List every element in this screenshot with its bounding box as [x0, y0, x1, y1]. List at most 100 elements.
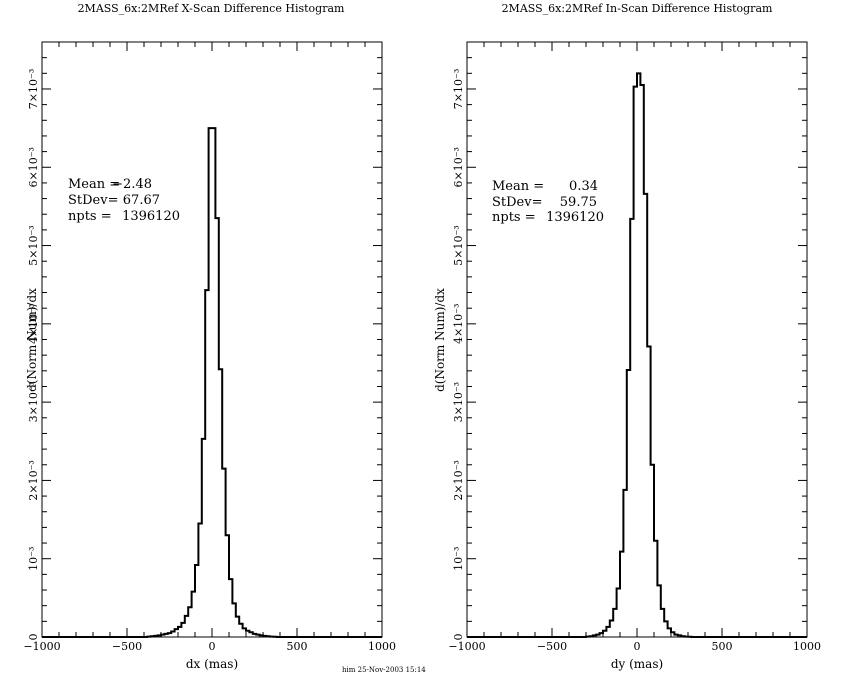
histogram-bin	[600, 633, 603, 637]
y-tick-label: 2×10⁻³	[452, 460, 465, 500]
stdev-label: StDev=	[68, 193, 118, 208]
x-tick-label: 1000	[368, 640, 396, 653]
histogram-bin	[249, 632, 252, 637]
y-tick-label: 3×10⁻³	[452, 382, 465, 422]
histogram-bin	[674, 635, 677, 637]
mean-value: −2.48	[112, 177, 152, 192]
histogram-bin	[168, 633, 171, 637]
stats-box: Mean = −2.48 StDev= 67.67 npts = 1396120	[68, 177, 180, 224]
histogram-bin	[158, 635, 161, 637]
histogram-bin	[647, 347, 650, 637]
histogram-bin	[229, 579, 232, 637]
histogram-bin	[202, 439, 205, 637]
histogram-bin	[243, 628, 246, 637]
stdev-value: 67.67	[123, 193, 160, 208]
y-axis-label: d(Norm Num)/dx	[433, 288, 447, 392]
x-tick-label: −1000	[448, 640, 485, 653]
histogram-bin	[620, 552, 623, 637]
x-tick-labels: −1000 −500 0 500 1000	[448, 640, 821, 653]
y-tick-label: 5×10⁻³	[27, 225, 40, 265]
axis-ticks	[466, 41, 808, 638]
histogram-bin	[226, 535, 229, 637]
histogram-bin	[164, 634, 167, 637]
histogram-bin	[627, 370, 630, 637]
histogram-bin	[239, 624, 242, 637]
histogram-bin	[644, 194, 647, 637]
mean-value: 0.34	[569, 179, 598, 194]
y-tick-labels: 0 10⁻³ 2×10⁻³ 3×10⁻³ 4×10⁻³ 5×10⁻³ 6×10⁻³ 7×10⁻…	[27, 69, 40, 641]
y-tick-label: 10⁻³	[27, 547, 40, 571]
axis-ticks	[41, 41, 383, 638]
x-tick-label: 0	[209, 640, 216, 653]
y-tick-label: 6×10⁻³	[27, 147, 40, 187]
x-tick-labels: −1000 −500 0 500 1000	[23, 640, 396, 653]
y-tick-labels: 0 10⁻³ 2×10⁻³ 3×10⁻³ 4×10⁻³ 5×10⁻³ 6×10⁻³ 7×10⁻…	[452, 69, 465, 641]
histogram-bin	[232, 603, 235, 637]
histogram-bin	[236, 617, 239, 637]
mean-label: Mean =	[68, 177, 120, 192]
histogram-bin	[637, 73, 640, 637]
histogram-bin	[657, 585, 660, 637]
y-tick-label: 5×10⁻³	[452, 225, 465, 265]
histogram-bin	[198, 523, 201, 637]
histogram-bin	[678, 635, 681, 637]
x-axis-label: dy (mas)	[611, 657, 663, 671]
x-tick-label: −500	[112, 640, 142, 653]
histogram-bin	[253, 634, 256, 637]
histogram-bin	[634, 87, 637, 637]
npts-value: 1396120	[546, 210, 604, 225]
histogram-bin	[171, 632, 174, 637]
histogram-bin	[260, 635, 263, 637]
histogram-bin	[181, 623, 184, 637]
x-tick-label: 500	[712, 640, 733, 653]
histogram-bin	[596, 635, 599, 637]
histogram-bin	[192, 592, 195, 637]
histogram-bin	[593, 635, 596, 637]
stdev-label: StDev=	[492, 195, 542, 210]
npts-label: npts =	[492, 210, 536, 225]
histogram-bin	[209, 128, 212, 637]
histogram-bin	[263, 636, 266, 637]
histogram-bin	[215, 218, 218, 637]
y-tick-label: 7×10⁻³	[27, 69, 40, 109]
y-tick-label: 7×10⁻³	[452, 69, 465, 109]
histogram-bin	[681, 636, 684, 637]
y-tick-label: 0	[27, 634, 40, 641]
histogram-bin	[154, 636, 157, 637]
histogram-bin	[175, 629, 178, 637]
y-tick-label: 0	[452, 634, 465, 641]
histogram-bin	[212, 128, 215, 637]
timestamp-footer: him 25-Nov-2003 15:14	[342, 666, 426, 674]
histogram-bin	[668, 628, 671, 637]
histogram-bin	[589, 636, 592, 637]
histogram-bin	[266, 636, 269, 637]
histogram-bins	[147, 128, 276, 637]
histogram-bins	[586, 73, 691, 637]
xscan-histogram-panel: 2MASS_6x:2MRef X-Scan Difference Histogr…	[23, 2, 396, 671]
x-tick-label: 1000	[793, 640, 821, 653]
histogram-bin	[623, 490, 626, 637]
histogram-bin	[661, 609, 664, 637]
histogram-bin	[161, 635, 164, 637]
histogram-bin	[151, 636, 154, 637]
chart-title: 2MASS_6x:2MRef X-Scan Difference Histogr…	[78, 2, 345, 15]
histogram-bin	[654, 541, 657, 637]
histogram-bin	[640, 85, 643, 637]
histogram-bin	[651, 465, 654, 637]
histogram-bin	[617, 588, 620, 637]
histogram-bin	[610, 621, 613, 637]
stats-box: Mean = 0.34 StDev= 59.75 npts = 1396120	[492, 179, 604, 225]
histogram-bin	[188, 607, 191, 637]
histogram-bin	[222, 469, 225, 637]
histogram-bin	[205, 290, 208, 637]
x-tick-label: −500	[537, 640, 567, 653]
y-tick-label: 6×10⁻³	[452, 147, 465, 187]
histogram-bin	[664, 621, 667, 637]
y-tick-label: 10⁻³	[452, 547, 465, 571]
x-tick-label: 500	[287, 640, 308, 653]
histogram-bin	[185, 616, 188, 637]
histogram-bin	[606, 627, 609, 637]
histogram-bin	[613, 609, 616, 637]
histogram-bin	[246, 631, 249, 637]
